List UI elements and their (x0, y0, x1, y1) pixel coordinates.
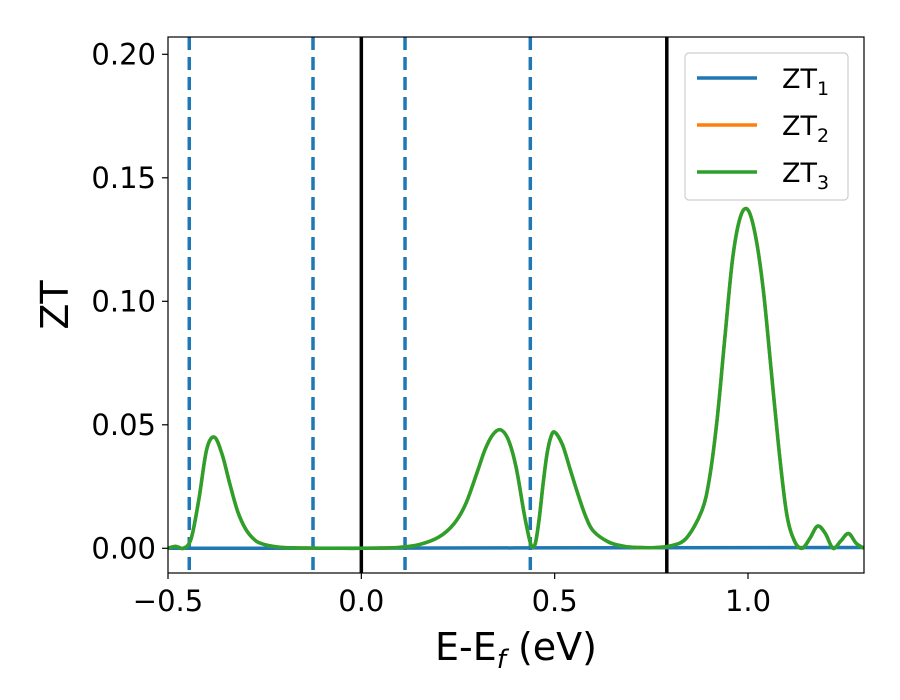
legend: ZT1 ZT2 ZT3 (684, 52, 849, 201)
y-tick-label: 0.15 (91, 161, 156, 195)
x-axis-title-unit: (eV) (506, 625, 597, 669)
legend-box (684, 52, 849, 201)
legend-label-zt3: ZT3 (782, 158, 829, 194)
y-tick-label: 0.20 (91, 37, 156, 71)
y-tick-label: 0.00 (91, 531, 156, 565)
y-tick-label: 0.05 (91, 408, 156, 442)
axes: −0.5 0.0 0.5 1.0 0.00 0.05 0.10 0.15 0.20 (91, 36, 865, 618)
x-axis-title: E-Ef (eV) (435, 625, 597, 675)
x-tick-label: 1.0 (725, 584, 771, 618)
y-axis-title: ZT (33, 280, 77, 330)
legend-label-zt2: ZT2 (782, 111, 829, 147)
x-tick-label: −0.5 (133, 584, 203, 618)
series-line-zt1 (168, 545, 864, 551)
plot-frame (167, 36, 865, 574)
legend-label-zt1: ZT1 (782, 64, 829, 100)
x-axis-title-main: E-E (435, 625, 497, 669)
x-tick-label: 0.5 (532, 584, 578, 618)
plot-area (168, 37, 864, 573)
x-tick-label: 0.0 (338, 584, 384, 618)
series-line-zt3 (168, 206, 864, 551)
y-tick-label: 0.10 (91, 284, 156, 318)
